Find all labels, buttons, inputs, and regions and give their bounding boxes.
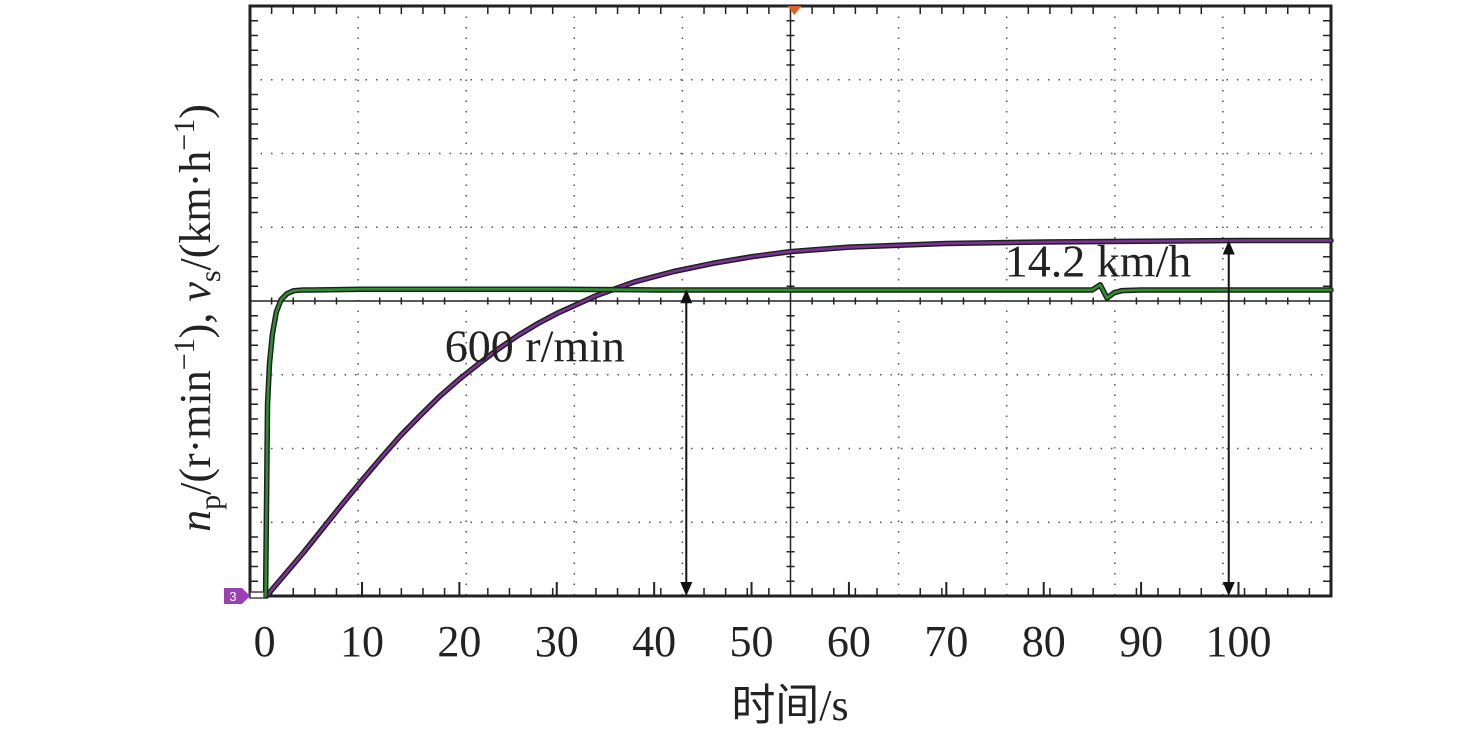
x-tick-label: 90 <box>1119 617 1163 666</box>
series-layer <box>262 237 1334 599</box>
ground-marker-tab <box>249 591 265 599</box>
trigger-marker <box>787 6 802 15</box>
x-tick-label: 50 <box>730 617 774 666</box>
series-line-0 <box>265 239 1333 598</box>
ylabel-n-unit: /(r·min <box>171 370 220 495</box>
ylabel-v-unit: /(km·h <box>171 151 220 271</box>
x-tick-label: 20 <box>437 617 481 666</box>
ylabel-n-unit-sup: −1 <box>168 338 201 370</box>
ground-marker <box>224 588 250 604</box>
series-line-1 <box>264 283 1333 598</box>
ylabel-v-sub: s <box>194 270 227 282</box>
annotation-label-1: 14.2 km/h <box>1005 235 1192 286</box>
x-tick-label: 30 <box>535 617 579 666</box>
x-tick-label: 70 <box>924 617 968 666</box>
x-tick-label: 10 <box>340 617 384 666</box>
x-tick-label: 40 <box>632 617 676 666</box>
ylabel-n: n <box>171 510 220 532</box>
annotation-layer: 600 r/min 14.2 km/h <box>445 235 1235 596</box>
ylabel-v: v <box>171 282 220 302</box>
ylabel-n-sub: p <box>194 495 227 510</box>
x-tick-labels: 0 10 20 30 40 50 60 70 80 90 100 <box>254 617 1272 666</box>
ground-marker-label: 3 <box>229 589 236 604</box>
x-tick-label: 0 <box>254 617 276 666</box>
ylabel-v-unit-sup: −1 <box>168 119 201 151</box>
x-tick-label: 100 <box>1205 617 1271 666</box>
annotation-arrowhead-bottom-0 <box>680 582 693 596</box>
ylabel-n-unit-close: ), <box>171 302 220 339</box>
x-tick-label: 80 <box>1022 617 1066 666</box>
annotation-arrowhead-top-1 <box>1222 240 1235 255</box>
annotation-label-0: 600 r/min <box>445 320 625 371</box>
ylabel-v-unit-close: ) <box>171 104 220 119</box>
x-axis-label: 时间/s <box>731 681 848 730</box>
markers: 3 <box>224 6 802 604</box>
x-tick-label: 60 <box>827 617 871 666</box>
annotation-arrowhead-bottom-1 <box>1222 582 1235 596</box>
y-axis-label: np/(r·min−1), vs/(km·h−1) <box>168 104 227 532</box>
annotation-arrowhead-top-0 <box>680 289 693 304</box>
